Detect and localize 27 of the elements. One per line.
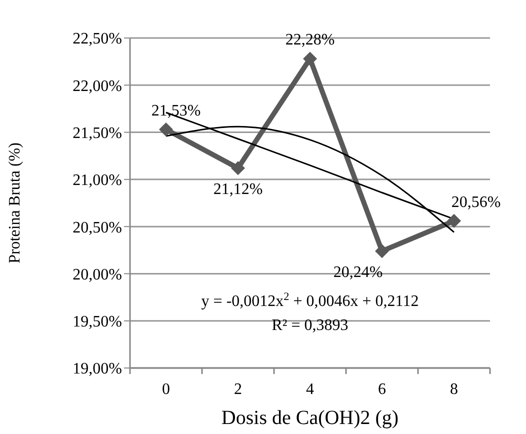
x-axis-title: Dosis de Ca(OH)2 (g): [221, 407, 399, 429]
y-tick-label: 19,00%: [72, 360, 122, 378]
data-label: 22,28%: [285, 32, 335, 49]
point: [231, 161, 245, 176]
x-tick-label: 4: [306, 381, 314, 398]
annotation: R² = 0,3893: [272, 317, 348, 334]
point: [447, 214, 461, 228]
data-label: 21,53%: [151, 102, 201, 120]
x-tick-label: 2: [234, 381, 242, 398]
annotation: y = -0,0012x$^{2}$ + 0,0046x + 0,2112: [201, 291, 419, 310]
x-tick-label: 8: [450, 381, 458, 398]
data-label: 21,12%: [213, 181, 263, 198]
y-tick-label: 20,00%: [72, 266, 122, 284]
y-tick-label: 22,50%: [72, 30, 122, 48]
x-tick-label: 0: [162, 381, 170, 398]
data-label: 20,56%: [451, 194, 501, 211]
y-tick-label: 21,50%: [72, 124, 122, 142]
y-axis-title: Proteina Bruta (%): [6, 142, 24, 264]
y-tick-label: 20,50%: [72, 219, 122, 236]
data-label: 20,24%: [333, 264, 383, 282]
y-tick-label: 22,00%: [72, 78, 122, 95]
x-tick-label: 6: [378, 381, 386, 398]
point: [159, 122, 173, 136]
point: [303, 52, 317, 66]
y-tick-label: 19,50%: [72, 314, 122, 331]
point: [375, 244, 389, 258]
y-tick-label: 21,00%: [72, 172, 122, 190]
